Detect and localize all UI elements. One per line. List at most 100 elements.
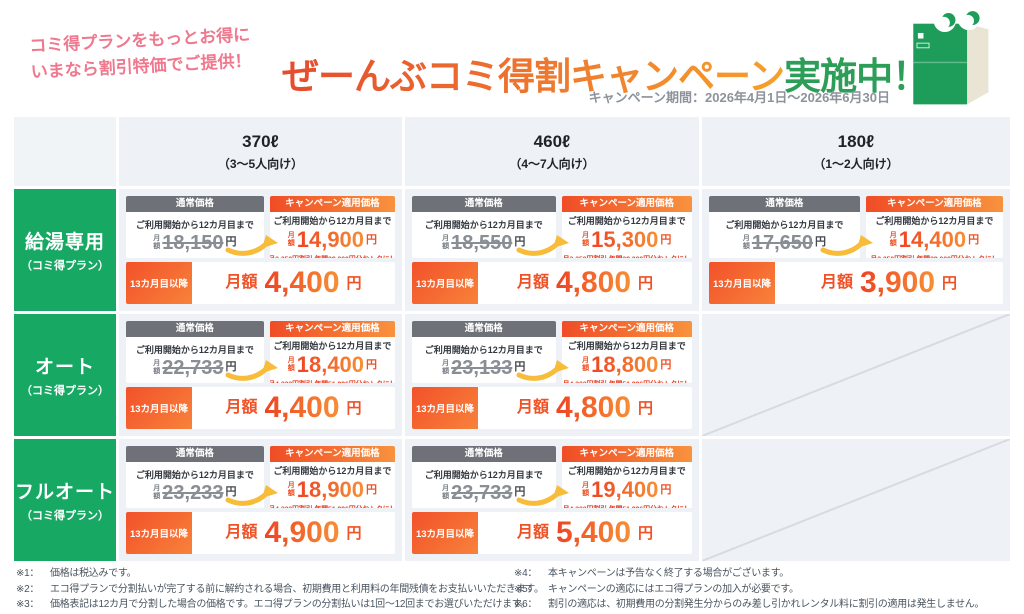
campaign-period: キャンペーン期間：2026年4月1日〜2026年6月30日	[588, 90, 890, 105]
monthly-label: 月額	[742, 234, 750, 250]
after-13-months-box: 13カ月目以降 月額 4,800 円	[412, 262, 692, 304]
monthly-label: 月額	[516, 524, 549, 541]
first12-label: ご利用開始から12カ月目まで	[424, 469, 543, 480]
price-cell-fullauto-180-not-available	[702, 439, 1010, 561]
not-available-slash	[702, 314, 1010, 436]
footnote-1: ※1： 価格は税込みです。	[16, 568, 137, 579]
first12-label: ご利用開始から12カ月目まで	[567, 341, 686, 351]
footnote-2: ※2： エコ得プランで分割払いが完了する前に解約される場合、初期費用と利用料の年間…	[16, 583, 544, 595]
price-cell-fullauto-460: 通常価格 ご利用開始から12カ月目まで 月額 23,733 円 キャンペーン適用…	[405, 439, 699, 561]
after13-label: 13カ月目以降	[412, 512, 478, 554]
discount-arrow-icon	[225, 360, 278, 381]
campaign-price-value: 18,400	[296, 352, 365, 377]
yen-label: 円	[514, 361, 526, 373]
footnote-3: ※3： 価格表記は12カ月で分割した場合の価格です。エコ得プランの分割払いは1回〜…	[16, 599, 531, 610]
campaign-price-value: 19,400	[591, 477, 659, 502]
after13-label: 13カ月目以降	[709, 262, 775, 304]
after-13-months-box: 13カ月目以降 月額 4,900 円	[126, 512, 395, 554]
first12-label: ご利用開始から12カ月目まで	[273, 341, 392, 351]
discount-arrow-icon	[516, 360, 569, 381]
yen-label: 円	[346, 274, 362, 292]
campaign-price-header: キャンペーン適用価格	[269, 446, 395, 462]
normal-price-header: 通常価格	[709, 196, 860, 212]
column-size: 180ℓ	[837, 131, 875, 151]
after13-label: 13カ月目以降	[126, 387, 192, 429]
column-size: 370ℓ	[242, 131, 279, 151]
discount-note: 月4,333円割引 年間51,996円分おトクに！	[270, 378, 395, 383]
tagline: コミ得プランをもっとお得に いまなら割引特価でご提供！	[29, 22, 252, 86]
plan-subtitle: （コミ得プラン）	[21, 385, 109, 397]
yen-label: 円	[366, 483, 378, 496]
campaign-price-value: 18,900	[296, 477, 365, 502]
after13-price-value: 4,900	[264, 516, 340, 549]
table-corner-cell	[14, 117, 116, 186]
yen-label: 円	[815, 236, 827, 248]
yen-label: 円	[514, 236, 526, 248]
normal-price-box: 通常価格 ご利用開始から12カ月目まで 月額 17,650 円	[709, 196, 860, 258]
normal-price-header: 通常価格	[412, 446, 556, 462]
campaign-price-value: 14,400	[898, 227, 967, 252]
after13-label: 13カ月目以降	[412, 262, 478, 304]
yen-label: 円	[660, 483, 672, 496]
normal-price-value: 18,150	[162, 231, 224, 254]
normal-price-header: 通常価格	[126, 196, 264, 212]
monthly-label: 月額	[287, 482, 295, 497]
after-13-months-box: 13カ月目以降 月額 4,400 円	[126, 387, 395, 429]
after-13-months-box: 13カ月目以降 月額 4,400 円	[126, 262, 395, 304]
pricing-table: 370ℓ （3〜5人向け） 460ℓ （4〜7人向け） 180ℓ （1〜2人向け…	[14, 117, 1010, 561]
column-audience: （1〜2人向け）	[813, 156, 899, 171]
first12-label: ご利用開始から12カ月目まで	[135, 219, 254, 230]
yen-label: 円	[968, 233, 980, 246]
discount-arrow-icon	[225, 235, 278, 256]
monthly-label: 月額	[582, 482, 590, 497]
water-heater-mascot-icon	[904, 7, 1006, 108]
plan-name: フルオート	[14, 482, 115, 503]
first12-label: ご利用開始から12カ月目まで	[273, 466, 392, 476]
after13-label: 13カ月目以降	[412, 387, 478, 429]
monthly-label: 月額	[287, 357, 295, 372]
discount-arrow-icon	[516, 485, 569, 506]
after13-label: 13カ月目以降	[126, 262, 192, 304]
normal-price-box: 通常価格 ご利用開始から12カ月目まで 月額 18,550 円	[412, 196, 556, 258]
discount-arrow-icon	[225, 485, 278, 506]
normal-price-header: 通常価格	[412, 196, 556, 212]
yen-label: 円	[225, 486, 237, 498]
campaign-price-box: キャンペーン適用価格 ご利用開始から12カ月目まで 月額 15,300 円 月3…	[561, 196, 692, 258]
yen-label: 円	[346, 399, 362, 417]
monthly-label: 月額	[153, 234, 161, 250]
first12-label: ご利用開始から12カ月目まで	[135, 344, 254, 355]
price-cell-kyuto-180: 通常価格 ご利用開始から12カ月目まで 月額 17,650 円 キャンペーン適用…	[702, 189, 1010, 311]
plan-subtitle: （コミ得プラン）	[21, 260, 109, 272]
campaign-price-box: キャンペーン適用価格 ご利用開始から12カ月目まで 月額 14,900 円 月3…	[269, 196, 395, 258]
discount-note: 月4,333円割引 年間51,996円分おトクに！	[563, 503, 691, 508]
campaign-price-box: キャンペーン適用価格 ご利用開始から12カ月目まで 月額 18,400 円 月4…	[269, 321, 395, 383]
first12-label: ご利用開始から12カ月目まで	[273, 216, 392, 226]
column-header-180l: 180ℓ （1〜2人向け）	[702, 117, 1010, 186]
yen-label: 円	[514, 486, 526, 498]
footnotes-right: ※4： 本キャンペーンは予告なく終了する場合がございます。 ※5： キャンペーンの適…	[514, 567, 1012, 611]
after13-price-value: 3,900	[859, 266, 936, 299]
first12-label: ご利用開始から12カ月目まで	[135, 469, 254, 480]
normal-price-value: 18,550	[451, 231, 513, 254]
plan-row-header-kyuto-senyo: 給湯専用 （コミ得プラン）	[14, 189, 116, 311]
discount-note: 月4,333円割引 年間51,996円分おトクに！	[563, 378, 691, 383]
after13-label: 13カ月目以降	[126, 512, 192, 554]
campaign-price-header: キャンペーン適用価格	[269, 321, 395, 337]
monthly-label: 月額	[225, 274, 258, 291]
column-audience: （4〜7人向け）	[509, 156, 595, 171]
yen-label: 円	[225, 236, 237, 248]
after-13-months-box: 13カ月目以降 月額 3,900 円	[709, 262, 1003, 304]
campaign-price-box: キャンペーン適用価格 ご利用開始から12カ月目まで 月額 18,800 円 月4…	[561, 321, 692, 383]
footnote-4: ※4： 本キャンペーンは予告なく終了する場合がございます。	[514, 568, 789, 579]
campaign-price-header: キャンペーン適用価格	[561, 321, 692, 337]
campaign-price-header: キャンペーン適用価格	[561, 446, 692, 462]
campaign-price-box: キャンペーン適用価格 ご利用開始から12カ月目まで 月額 19,400 円 月4…	[561, 446, 692, 508]
after13-price-value: 4,400	[264, 391, 340, 424]
monthly-label: 月額	[225, 399, 258, 416]
price-cell-auto-460: 通常価格 ご利用開始から12カ月目まで 月額 23,133 円 キャンペーン適用…	[405, 314, 699, 436]
price-cell-auto-370: 通常価格 ご利用開始から12カ月目まで 月額 22,733 円 キャンペーン適用…	[119, 314, 402, 436]
plan-name: 給湯専用	[24, 232, 105, 253]
normal-price-value: 23,733	[451, 481, 513, 504]
discount-arrow-icon	[516, 235, 569, 256]
